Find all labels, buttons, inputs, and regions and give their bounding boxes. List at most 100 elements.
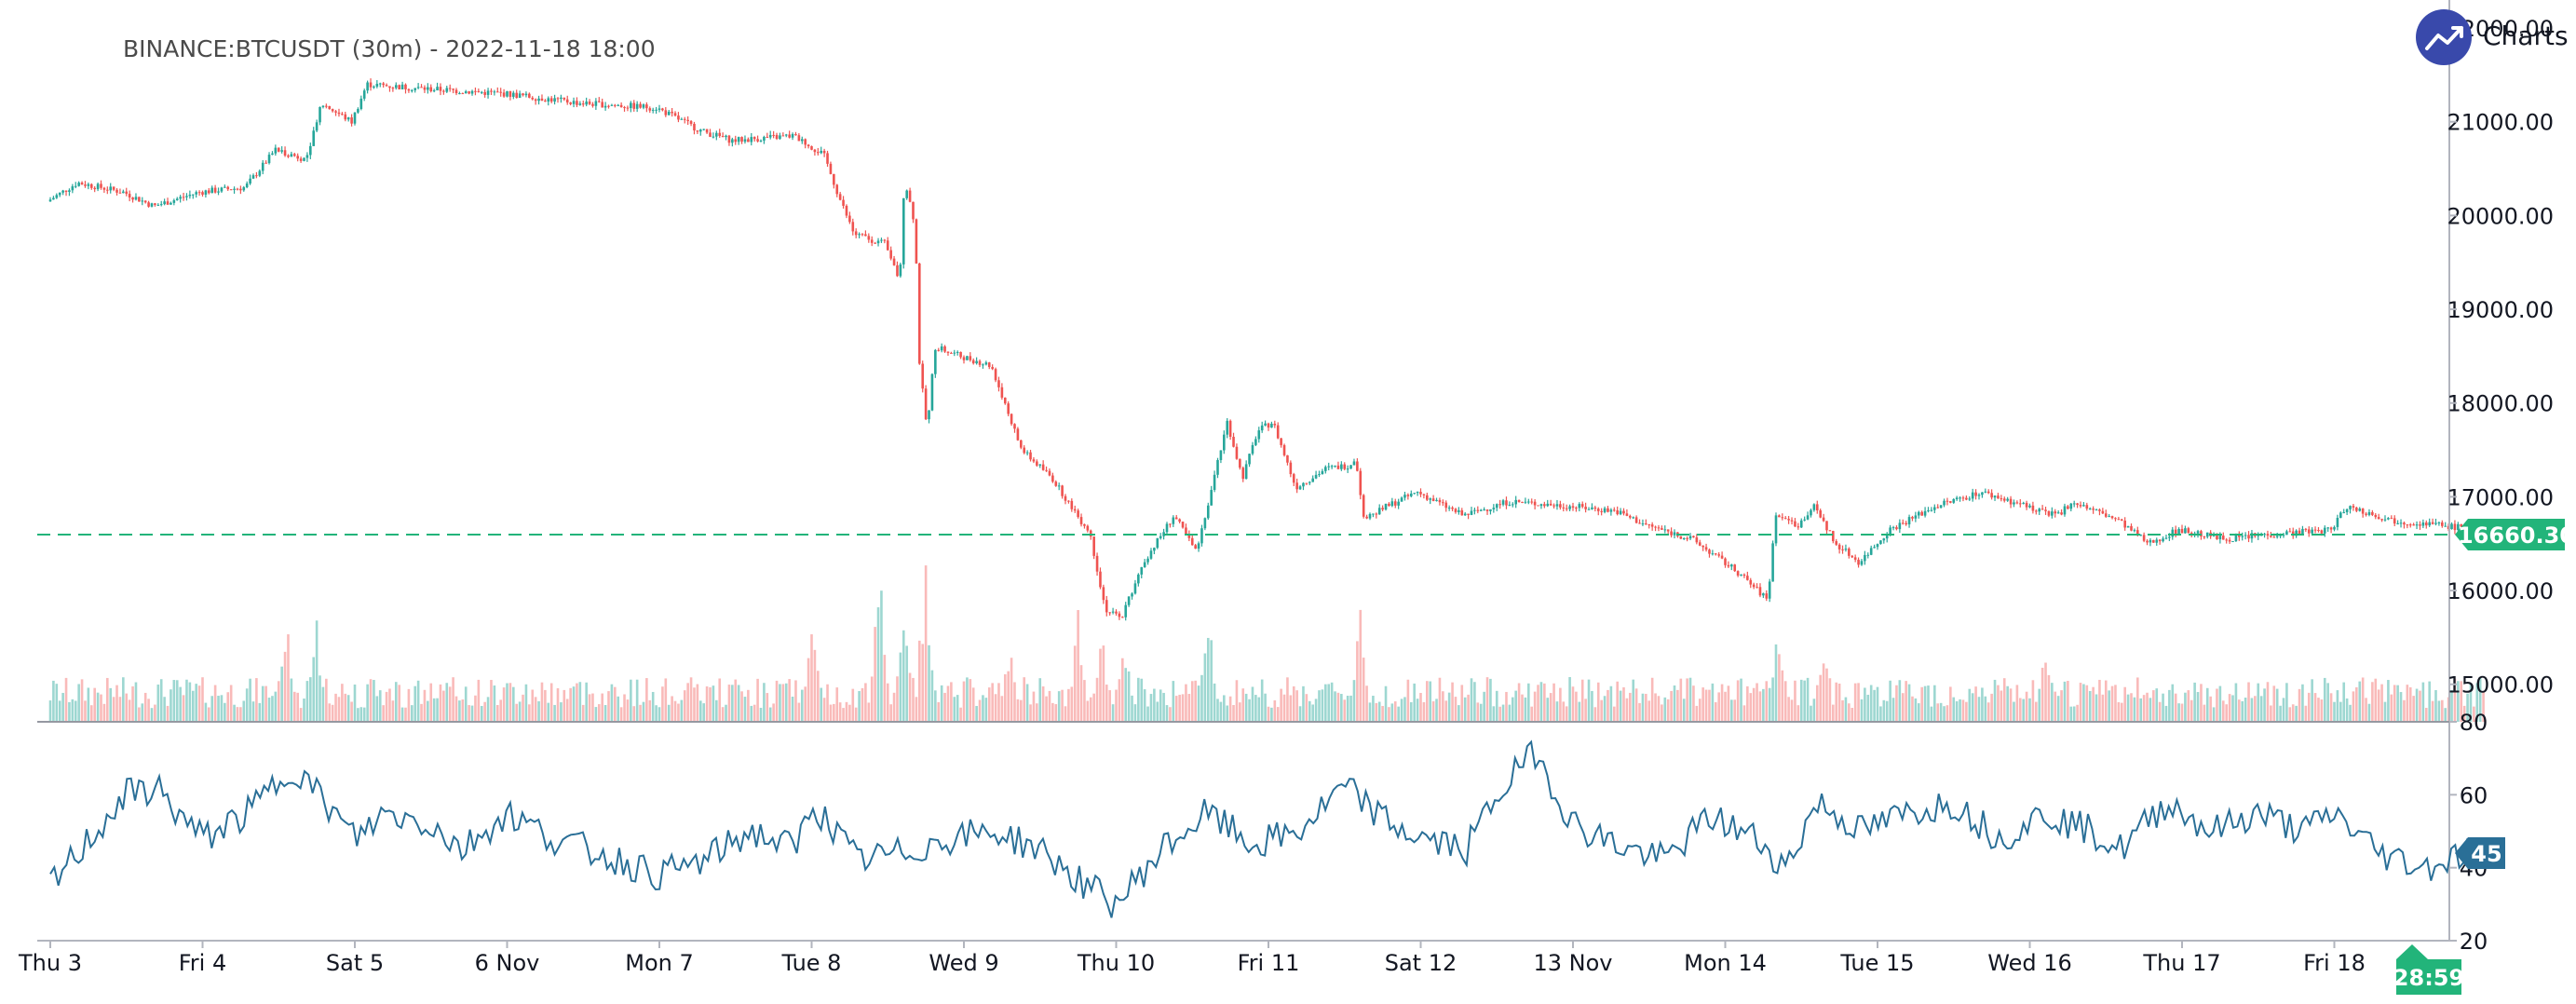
candle-body [93, 187, 96, 190]
volume-bar [1898, 680, 1902, 722]
volume-bar [1393, 701, 1397, 722]
candle-body [1403, 495, 1406, 498]
volume-bar [385, 691, 388, 722]
candle-body [1923, 510, 1927, 516]
candle-body [2313, 529, 2317, 531]
volume-bar [448, 686, 452, 722]
volume-bar [309, 677, 312, 722]
rsi-tick-label: 60 [2460, 782, 2488, 808]
candle-body [1762, 593, 1765, 596]
volume-bar [1593, 707, 1597, 722]
candle-body [1933, 507, 1936, 510]
candle-body [1260, 425, 1264, 431]
brand-badge[interactable]: Charts p [2416, 9, 2576, 65]
volume-bar [2342, 682, 2346, 722]
candle-body [537, 98, 540, 102]
volume-bar [2139, 698, 2143, 722]
volume-bar [147, 699, 150, 722]
volume-bar [718, 678, 722, 722]
candle-body [1174, 517, 1178, 520]
volume-bar [2130, 693, 2133, 722]
volume-bar [58, 700, 61, 722]
candle-body [2060, 512, 2063, 515]
candle-body [290, 154, 293, 157]
candle-body [261, 162, 264, 171]
candle-body [1442, 502, 1444, 504]
rsi-value-label: 45 [2471, 841, 2501, 867]
candle-body [328, 105, 332, 110]
volume-bar [378, 690, 382, 722]
candle-body [2000, 498, 2003, 500]
candle-body [1559, 504, 1562, 508]
candle-body [1584, 507, 1587, 509]
volume-bar [1070, 686, 1074, 722]
volume-bar [1260, 679, 1264, 722]
candle-body [2371, 511, 2374, 515]
volume-bar [731, 685, 734, 722]
candle-body [549, 98, 553, 102]
volume-bar [797, 702, 801, 722]
candle-body [2155, 539, 2159, 543]
volume-bar [2406, 685, 2409, 722]
volume-bar [1133, 704, 1137, 722]
candle-body [1318, 474, 1321, 476]
candle-body [420, 87, 423, 88]
candle-body [1489, 509, 1492, 511]
candle-body [794, 134, 797, 136]
candle-body [1580, 504, 1584, 508]
volume-bar [312, 657, 316, 722]
candle-body [763, 136, 766, 141]
candle-body [2047, 510, 2051, 516]
candle-body [369, 82, 373, 88]
volume-bar [556, 687, 560, 722]
volume-bar [1187, 694, 1191, 722]
candle-body [1724, 558, 1727, 565]
candle-body [166, 201, 169, 205]
volume-bar [1067, 688, 1070, 722]
volume-bar [1771, 677, 1774, 722]
volume-bar [477, 679, 481, 722]
volume-bar [1603, 696, 1607, 722]
volume-bar [1162, 692, 1165, 722]
candle-body [454, 89, 458, 94]
candle-body [179, 197, 182, 199]
candle-body [1286, 455, 1289, 463]
volume-bar [470, 705, 474, 722]
volume-bar [2193, 682, 2196, 722]
price-axis[interactable]: 22000.0021000.0020000.0019000.0018000.00… [2447, 16, 2554, 699]
candle-body [686, 119, 689, 122]
time-tick-label: Sat 5 [326, 950, 384, 976]
candle-body [470, 90, 474, 94]
rsi-axis[interactable]: 80604020 [2449, 710, 2488, 955]
volume-bar [1083, 680, 1086, 722]
volume-bar [1346, 695, 1349, 722]
volume-bar [1413, 683, 1416, 722]
volume-bar [71, 699, 75, 722]
rsi-indicator [49, 739, 2473, 918]
candle-body [1086, 525, 1090, 531]
volume-bar [658, 707, 661, 722]
candle-body [648, 108, 652, 111]
candle-body [2419, 524, 2421, 526]
candle-body [1866, 554, 1870, 556]
volume-bar [1752, 687, 1756, 722]
candle-body [698, 129, 702, 132]
price-candles[interactable] [48, 78, 2485, 621]
volume-bar [1102, 645, 1105, 722]
volume-bar [1190, 681, 1194, 722]
volume-bar [1837, 683, 1841, 722]
candle-body [156, 205, 160, 207]
volume-bar [1156, 701, 1159, 722]
volume-bar [1467, 694, 1470, 722]
candle-body [1200, 528, 1203, 544]
candle-body [1219, 450, 1223, 460]
volume-bar [1869, 685, 1873, 722]
volume-bar [912, 677, 915, 722]
candle-body [305, 155, 309, 158]
volume-bar [1416, 699, 1419, 722]
candle-body [1911, 517, 1914, 519]
volume-bar [1321, 689, 1324, 722]
volume-bar [1778, 654, 1781, 722]
